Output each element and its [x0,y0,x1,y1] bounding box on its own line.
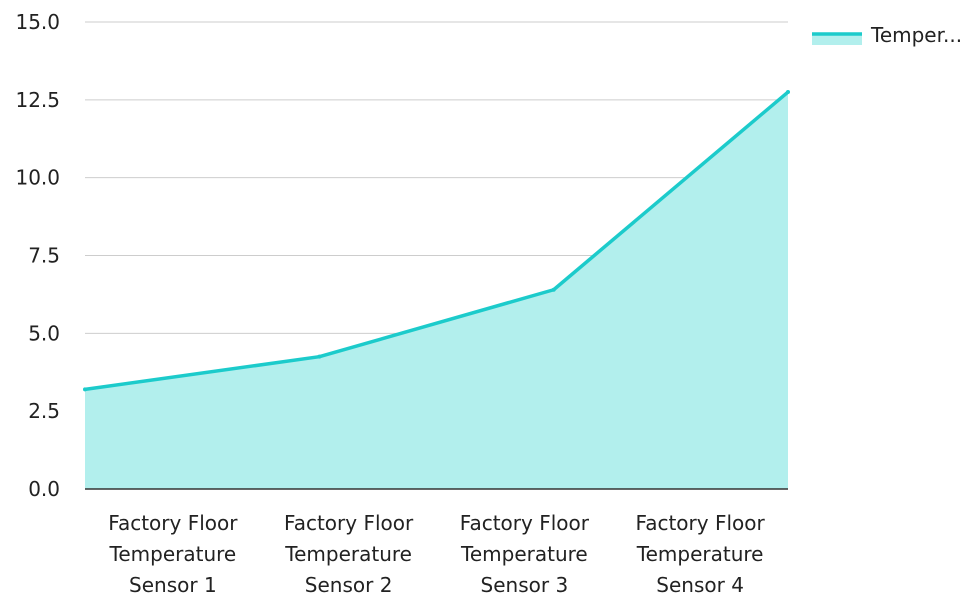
y-tick-label: 5.0 [28,321,60,345]
y-tick-label: 2.5 [28,399,60,423]
x-tick-label: Factory Floor Temperature Sensor 1 [108,511,238,594]
x-tick-label-line: Factory Floor [284,511,414,535]
x-tick-label-line: Temperature [109,542,237,566]
x-tick-label-line: Sensor 2 [305,573,393,594]
y-tick-label: 15.0 [15,10,60,34]
axes: 0.0 2.5 5.0 7.5 10.0 12.5 15.0 Factory Floor Tem… [15,10,788,597]
y-tick-label: 7.5 [28,244,60,268]
x-tick-label-line: Sensor 3 [481,573,569,594]
y-tick-label: 0.0 [28,477,60,501]
data-point[interactable] [786,90,790,95]
legend-swatch-fill [812,34,862,45]
data-point[interactable] [551,287,556,292]
plot-area [83,90,790,490]
x-tick-label: Factory Floor Temperature Sensor 4 [636,511,766,594]
y-tick-label: 12.5 [15,88,60,112]
x-tick-label-line: Temperature [460,542,588,566]
series-line [83,90,790,392]
area-fill [85,92,788,490]
data-point[interactable] [317,354,322,359]
x-tick-label-line: Sensor 4 [656,573,744,594]
data-point[interactable] [83,387,87,392]
legend-label[interactable]: Temper... [870,23,962,47]
x-tick-label-line: Factory Floor [108,511,238,535]
legend[interactable]: Temper... [812,23,962,47]
x-tick-label-line: Factory Floor [460,511,590,535]
x-tick-label-line: Temperature [636,542,764,566]
x-tick-label: Factory Floor Temperature Sensor 2 [284,511,414,594]
x-tick-label: Factory Floor Temperature Sensor 3 [460,511,590,594]
x-tick-label-line: Temperature [284,542,412,566]
x-tick-label-line: Factory Floor [636,511,766,535]
x-tick-label-line: Sensor 1 [129,573,217,594]
y-tick-label: 10.0 [15,166,60,190]
